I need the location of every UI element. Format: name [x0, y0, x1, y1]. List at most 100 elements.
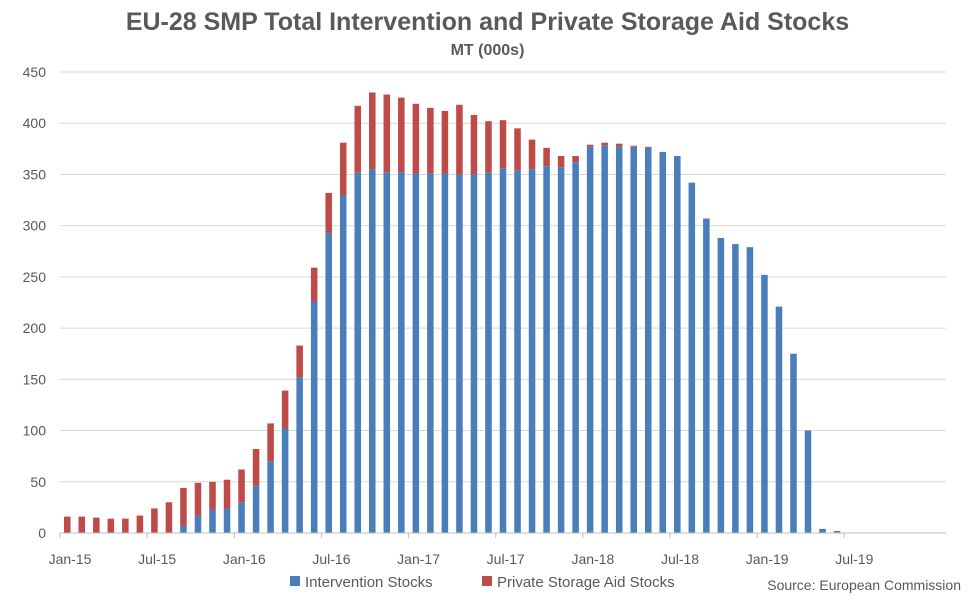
- bar-intervention-stocks: [209, 509, 216, 533]
- bar-private-storage-aid-stocks: [485, 121, 492, 173]
- bar-intervention-stocks: [804, 430, 812, 533]
- bar-private-storage-aid-stocks: [296, 345, 303, 378]
- x-tick-label: Jul-19: [835, 551, 873, 567]
- y-axis-ticks: 0 50 100 150 200 250 300 350 400 450: [23, 64, 47, 541]
- bar-intervention-stocks: [296, 377, 303, 533]
- y-tick-label: 100: [23, 423, 47, 439]
- bar-private-storage-aid-stocks: [122, 518, 129, 533]
- bar-private-storage-aid-stocks: [267, 423, 274, 462]
- bar-private-storage-aid-stocks: [354, 105, 362, 173]
- bar-intervention-stocks: [310, 301, 318, 533]
- bar-private-storage-aid-stocks: [557, 156, 565, 168]
- y-tick-label: 300: [23, 218, 47, 234]
- bar-private-storage-aid-stocks: [572, 156, 579, 163]
- legend-swatch: [482, 576, 492, 586]
- chart-subtitle: MT (000s): [450, 42, 525, 59]
- bar-private-storage-aid-stocks: [456, 104, 463, 175]
- bar-intervention-stocks: [456, 174, 463, 533]
- y-tick-label: 400: [23, 115, 47, 131]
- bar-intervention-stocks: [354, 172, 362, 533]
- bar-intervention-stocks: [398, 172, 405, 533]
- x-tick-label: Jan-16: [223, 551, 266, 567]
- bar-intervention-stocks: [528, 169, 536, 534]
- bar-private-storage-aid-stocks: [209, 481, 216, 510]
- y-tick-label: 200: [23, 320, 47, 336]
- bar-intervention-stocks: [470, 174, 478, 533]
- x-tick-label: Jul-17: [487, 551, 525, 567]
- y-tick-label: 250: [23, 269, 47, 285]
- bar-private-storage-aid-stocks: [470, 115, 478, 175]
- bar-private-storage-aid-stocks: [281, 390, 289, 429]
- x-tick-label: Jan-18: [571, 551, 614, 567]
- y-tick-label: 350: [23, 166, 47, 182]
- bar-intervention-stocks: [586, 146, 594, 534]
- legend-label: Intervention Stocks: [305, 574, 433, 591]
- bar-intervention-stocks: [819, 528, 826, 533]
- bar-intervention-stocks: [267, 461, 274, 533]
- y-tick-label: 450: [23, 64, 47, 80]
- y-tick-label: 50: [30, 474, 46, 490]
- bars: [63, 92, 841, 534]
- bar-intervention-stocks: [688, 182, 696, 533]
- x-tick-label: Jan-15: [49, 551, 92, 567]
- bar-intervention-stocks: [703, 218, 710, 534]
- bar-private-storage-aid-stocks: [601, 142, 608, 146]
- bar-private-storage-aid-stocks: [369, 92, 376, 170]
- chart-title: EU-28 SMP Total Intervention and Private…: [125, 8, 850, 36]
- bar-intervention-stocks: [412, 173, 420, 534]
- bar-private-storage-aid-stocks: [644, 146, 652, 148]
- bar-intervention-stocks: [674, 156, 681, 533]
- bar-intervention-stocks: [514, 170, 521, 533]
- bar-intervention-stocks: [557, 167, 565, 534]
- bar-intervention-stocks: [572, 162, 579, 533]
- bar-intervention-stocks: [499, 168, 507, 533]
- bar-intervention-stocks: [441, 173, 449, 534]
- bar-intervention-stocks: [238, 502, 245, 533]
- bar-private-storage-aid-stocks: [615, 143, 623, 147]
- x-tick-label: Jul-16: [312, 551, 350, 567]
- bar-intervention-stocks: [659, 151, 667, 533]
- bar-private-storage-aid-stocks: [398, 97, 405, 173]
- bar-intervention-stocks: [746, 247, 754, 533]
- bar-intervention-stocks: [630, 146, 637, 534]
- bar-private-storage-aid-stocks: [107, 518, 115, 533]
- bar-intervention-stocks: [180, 525, 187, 533]
- bar-intervention-stocks: [775, 306, 783, 533]
- bar-private-storage-aid-stocks: [238, 469, 245, 503]
- x-tick-label: Jul-18: [661, 551, 699, 567]
- bar-intervention-stocks: [339, 194, 347, 533]
- bar-intervention-stocks: [281, 428, 289, 533]
- bar-intervention-stocks: [325, 232, 332, 534]
- bar-intervention-stocks: [761, 274, 768, 533]
- bar-private-storage-aid-stocks: [514, 128, 521, 171]
- bar-intervention-stocks: [644, 147, 652, 533]
- bar-private-storage-aid-stocks: [194, 482, 202, 516]
- bar-private-storage-aid-stocks: [543, 147, 550, 167]
- bar-private-storage-aid-stocks: [180, 487, 187, 526]
- bar-private-storage-aid-stocks: [339, 142, 347, 195]
- bar-intervention-stocks: [427, 173, 434, 534]
- bar-private-storage-aid-stocks: [586, 144, 594, 147]
- bar-intervention-stocks: [369, 169, 376, 534]
- bar-private-storage-aid-stocks: [63, 516, 71, 533]
- bar-private-storage-aid-stocks: [223, 479, 231, 509]
- legend-swatch: [290, 576, 300, 586]
- y-tick-label: 0: [38, 525, 46, 541]
- bar-private-storage-aid-stocks: [165, 502, 173, 533]
- bar-private-storage-aid-stocks: [630, 145, 637, 147]
- bar-private-storage-aid-stocks: [325, 192, 332, 233]
- bar-intervention-stocks: [601, 145, 608, 533]
- bar-intervention-stocks: [717, 237, 725, 533]
- bar-private-storage-aid-stocks: [441, 110, 449, 174]
- bar-intervention-stocks: [732, 244, 739, 533]
- bar-private-storage-aid-stocks: [383, 94, 391, 173]
- bar-private-storage-aid-stocks: [252, 448, 260, 486]
- x-tick-label: Jan-19: [746, 551, 789, 567]
- bar-private-storage-aid-stocks: [499, 120, 507, 169]
- bar-private-storage-aid-stocks: [427, 107, 434, 174]
- x-tick-label: Jul-15: [138, 551, 176, 567]
- bar-intervention-stocks: [485, 172, 492, 533]
- legend: Intervention Stocks Private Storage Aid S…: [290, 574, 675, 591]
- x-tick-label: Jan-17: [397, 551, 440, 567]
